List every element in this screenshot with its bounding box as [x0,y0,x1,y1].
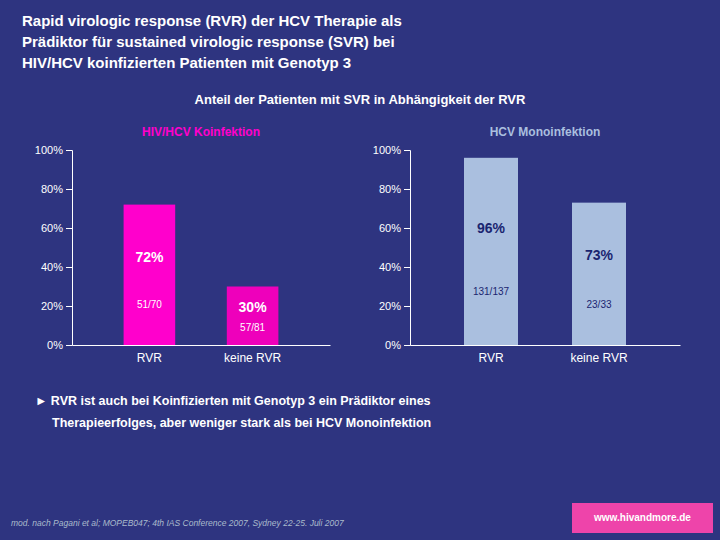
axis-line [404,151,411,346]
tick-label: keine RVR [570,351,627,365]
x-axis: RVR keine RVR [411,345,681,365]
tick-mark [404,189,410,190]
tick-label: 20% [379,300,401,312]
footer-box [572,503,713,533]
bar [227,287,279,346]
tick: keine RVR [570,345,627,365]
tick: 0% [385,339,410,351]
tick-label: 100% [35,144,63,156]
tick: RVR [478,345,503,365]
y-axis: 0% 20% 40% 60% 80% 100% [373,144,411,351]
tick-mark [66,189,72,190]
data-label: 96% [477,220,506,236]
bar-chart: 0% 20% 40% 60% 80% 100% RVR keine RVR HCV Monoin… [373,125,681,365]
tick: 40% [41,261,72,273]
tick: 100% [35,144,72,156]
background [0,0,720,540]
bars [124,205,279,345]
tick-mark [404,150,410,151]
tick: 80% [41,183,72,195]
bar-chart: 0% 20% 40% 60% 80% 100% RVR keine RVR HIV/HCV Ko… [35,125,331,365]
x-axis: RVR keine RVR [73,345,331,365]
count-label: 51/70 [137,299,162,310]
footer-source: mod. nach Pagani et al; MOPEB047; 4th IA… [11,518,344,528]
tick: 60% [41,222,72,234]
tick-mark [404,228,410,229]
annotation: ► RVR ist auch bei Koinfizierten mit Gen… [35,394,431,408]
bar [124,205,176,345]
tick: 20% [379,300,410,312]
title: Prädiktor für sustained virologic respon… [22,33,395,50]
tick-label: 60% [379,222,401,234]
tick-mark [66,228,72,229]
bar [464,158,518,345]
tick: keine RVR [224,345,281,365]
tick: 60% [379,222,410,234]
tick-mark [404,267,410,268]
subtitle: Anteil der Patienten mit SVR in Abhängig… [195,92,526,107]
title: HIV/HCV koinfizierten Patienten mit Geno… [22,54,351,71]
tick-label: 100% [373,144,401,156]
tick-mark [66,306,72,307]
tick-mark [404,306,410,307]
tick-mark [404,345,410,346]
data-label: 73% [585,247,614,263]
chart-root: Rapid virologic response (RVR) der HCV T… [0,0,720,540]
count-label: 57/81 [240,322,265,333]
data-label: 72% [135,249,164,265]
bar [572,203,626,345]
tick-label: keine RVR [224,351,281,365]
count-label: 131/137 [473,286,510,297]
data-labels: 96% 131/137 73% 23/33 [473,220,614,310]
tick-label: 40% [41,261,63,273]
axis-line [66,151,73,346]
tick-mark [66,150,72,151]
data-label: 30% [239,299,268,315]
axis-line [411,345,681,346]
tick-label: 80% [379,183,401,195]
tick: 40% [379,261,410,273]
tick-mark [66,345,72,346]
tick-label: 20% [41,300,63,312]
tick-label: 0% [47,339,63,351]
chart-title: HIV/HCV Koinfektion [142,125,260,139]
tick-label: 80% [41,183,63,195]
y-axis: 0% 20% 40% 60% 80% 100% [35,144,73,351]
tick-label: RVR [478,351,503,365]
count-label: 23/33 [586,299,611,310]
tick: 80% [379,183,410,195]
chart-title: HCV Monoinfektion [490,125,601,139]
data-labels: 72% 51/70 30% 57/81 [135,249,267,334]
tick-label: 60% [41,222,63,234]
footer-link: www.hivandmore.de [593,512,691,523]
tick-label: 0% [385,339,401,351]
annotation: Therapieerfolges, aber weniger stark als… [52,416,431,430]
tick: RVR [137,345,162,365]
tick-label: RVR [137,351,162,365]
tick-label: 40% [379,261,401,273]
title: Rapid virologic response (RVR) der HCV T… [22,12,402,29]
tick-mark [66,267,72,268]
tick: 20% [41,300,72,312]
bars [464,158,626,345]
axis-line [73,345,331,346]
tick: 0% [47,339,72,351]
tick: 100% [373,144,410,156]
